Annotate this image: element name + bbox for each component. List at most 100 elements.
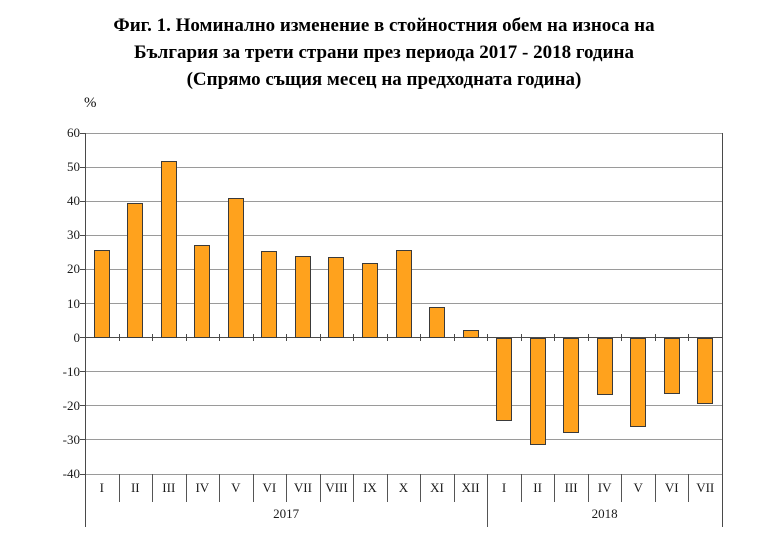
month-label: XII	[461, 480, 480, 495]
bar-2018-I	[496, 337, 513, 422]
month-separator	[286, 474, 288, 502]
zero-axis-tick	[487, 334, 489, 342]
y-axis-line	[85, 133, 86, 527]
month-label: II	[533, 480, 542, 495]
month-label: VII	[696, 480, 715, 495]
gridline	[85, 371, 722, 373]
zero-axis-tick	[118, 334, 120, 342]
chart-title-line1: Фиг. 1. Номинално изменение в стойностни…	[113, 15, 655, 36]
y-axis-tick	[80, 234, 86, 236]
y-tick-label: 10	[67, 295, 80, 311]
chart-title-line2: България за трети страни през периода 20…	[134, 42, 634, 63]
y-axis-tick	[80, 337, 86, 339]
month-label: X	[398, 480, 409, 495]
y-tick-label: 0	[73, 329, 81, 345]
zero-axis-tick	[286, 334, 288, 342]
month-label: V	[633, 480, 643, 495]
zero-axis-tick	[353, 334, 355, 342]
year-separator	[487, 474, 489, 527]
y-axis-tick	[80, 268, 86, 270]
month-label: I	[99, 480, 104, 495]
plot-right-border	[722, 133, 723, 527]
y-axis-tick	[80, 200, 86, 202]
zero-axis-tick	[152, 334, 154, 342]
month-separator	[520, 474, 522, 502]
bar-2018-V	[630, 337, 647, 427]
y-tick-label: -30	[62, 431, 80, 447]
y-axis-tick	[80, 439, 86, 441]
month-label: IX	[363, 480, 377, 495]
gridline	[85, 405, 722, 407]
y-tick-label: -20	[62, 397, 80, 413]
zero-axis-tick	[219, 334, 221, 342]
bar-2017-VI	[261, 250, 278, 338]
zero-axis-tick	[252, 334, 254, 342]
bar-2018-III	[563, 337, 580, 434]
month-label: IV	[195, 480, 210, 495]
month-separator	[453, 474, 455, 502]
month-label: VIII	[325, 480, 348, 495]
gridline	[85, 473, 722, 475]
bar-2018-II	[529, 337, 546, 445]
bar-2017-IX	[361, 263, 378, 338]
bar-2017-XI	[429, 306, 446, 338]
gridline	[85, 166, 722, 168]
y-tick-label: 30	[67, 227, 80, 243]
year-label: 2018	[591, 506, 618, 521]
zero-axis-tick	[520, 334, 522, 342]
month-separator	[252, 474, 254, 502]
month-label: XI	[430, 480, 444, 495]
zero-axis-tick	[587, 334, 589, 342]
gridline	[85, 132, 722, 134]
zero-axis-tick	[654, 334, 656, 342]
gridline	[85, 234, 722, 236]
y-axis-tick	[80, 371, 86, 373]
month-separator	[688, 474, 690, 502]
month-separator	[420, 474, 422, 502]
y-tick-label: 20	[67, 261, 80, 277]
month-label: VI	[262, 480, 277, 495]
month-separator	[152, 474, 154, 502]
bar-2017-III	[160, 160, 177, 338]
month-label: IV	[597, 480, 612, 495]
zero-axis-tick	[554, 334, 556, 342]
chart-title-line3: (Спрямо същия месец на предходната годин…	[186, 69, 582, 90]
gridline	[85, 439, 722, 441]
bar-2017-X	[395, 250, 412, 338]
month-label: I	[501, 480, 507, 495]
month-separator	[386, 474, 388, 502]
y-tick-label: -40	[62, 466, 80, 481]
month-separator	[219, 474, 221, 502]
month-separator	[118, 474, 120, 502]
month-label: V	[231, 480, 241, 495]
month-separator	[554, 474, 556, 502]
month-separator	[319, 474, 321, 502]
month-label: II	[130, 480, 140, 495]
month-separator	[185, 474, 187, 502]
zero-axis-tick	[688, 334, 690, 342]
month-separator	[587, 474, 589, 502]
month-label: III	[564, 480, 578, 495]
bar-2018-VI	[663, 337, 680, 395]
y-tick-label: 60	[67, 125, 80, 140]
bar-2018-IV	[596, 337, 613, 396]
y-tick-label: 50	[67, 159, 80, 175]
bar-2017-XII	[462, 329, 479, 338]
zero-axis-tick	[420, 334, 422, 342]
month-label: III	[162, 480, 176, 495]
bar-2017-V	[227, 198, 244, 338]
zero-axis-tick	[621, 334, 623, 342]
gridline	[85, 200, 722, 202]
month-separator	[353, 474, 355, 502]
bar-2018-VII	[697, 337, 714, 405]
month-label: VI	[664, 480, 679, 495]
bar-2017-II	[127, 202, 144, 338]
bar-2017-I	[93, 249, 110, 338]
zero-axis-tick	[185, 334, 187, 342]
zero-axis-tick	[319, 334, 321, 342]
year-label: 2017	[273, 506, 300, 521]
month-label: VII	[293, 480, 312, 495]
zero-axis-tick	[453, 334, 455, 342]
y-axis-tick	[80, 132, 86, 134]
y-axis-tick	[80, 303, 86, 304]
